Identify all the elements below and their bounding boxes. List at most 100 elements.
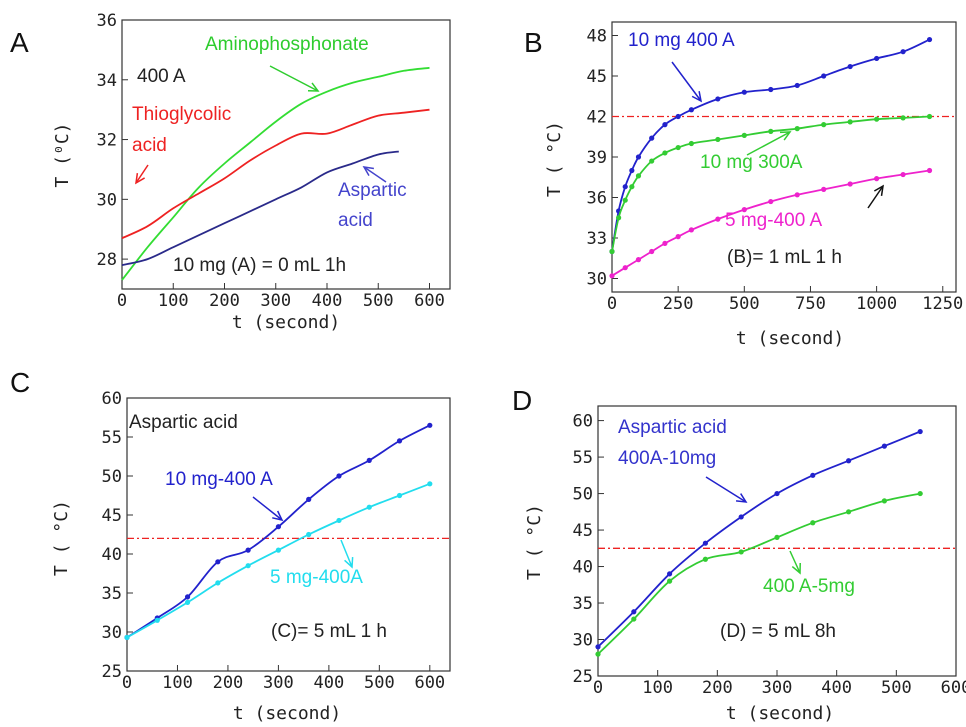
annotation-label: 10 mg 400 A <box>628 30 735 51</box>
data-point-10-mg-300a <box>794 126 800 132</box>
data-point-400a-10mg <box>917 428 923 435</box>
data-point-5-mg-400-a <box>649 248 655 255</box>
data-point-10-mg-300a <box>821 122 827 128</box>
data-point-400-a-5mg <box>846 509 852 515</box>
data-point-5-mg-400-a <box>847 181 853 187</box>
annotation-label: 10 mg (A) = 0 mL 1h <box>173 255 346 276</box>
annotation-arrow-0 <box>671 61 702 102</box>
annotation-arrow-1 <box>135 164 149 184</box>
x-tick-label: 200 <box>209 291 240 311</box>
data-point-10-mg-400-a <box>622 184 628 190</box>
x-tick-label: 500 <box>881 678 912 698</box>
annotation-label: Aspartic <box>338 180 407 201</box>
series-line-aminophosphonate <box>121 66 430 281</box>
data-point-10-mg-300a <box>900 115 906 121</box>
data-point-10-mg-400-a <box>184 594 191 600</box>
x-axis-label: t (second) <box>232 312 340 333</box>
data-point-10-mg-400-a <box>794 82 800 89</box>
data-point-5-mg-400-a <box>794 192 800 198</box>
annotation-arrowhead-0 <box>691 91 703 103</box>
annotation-label: Aspartic acid <box>618 417 727 438</box>
data-point-10-mg-300a <box>715 136 721 143</box>
x-tick-label: 300 <box>762 678 793 698</box>
data-point-10-mg-300a <box>768 128 774 134</box>
annotation-label: 400 A-5mg <box>763 576 855 597</box>
annotation-label: (C)= 5 mL 1 h <box>271 621 387 642</box>
data-point-10-mg-400-a <box>675 113 681 120</box>
data-point-10-mg-300a <box>741 132 747 138</box>
data-point-400-a-5mg <box>738 549 744 555</box>
y-tick-label: 30 <box>573 631 593 651</box>
x-tick-label: 300 <box>263 673 294 693</box>
y-tick-label: 34 <box>97 71 117 91</box>
data-point-5-mg-400a <box>366 504 372 510</box>
y-tick-label: 40 <box>102 545 122 565</box>
y-tick-label: 28 <box>97 250 117 270</box>
y-axis-label: T ( °C) <box>51 500 72 576</box>
data-point-400a-10mg <box>846 458 852 464</box>
data-point-10-mg-400-a <box>635 154 642 160</box>
series-line-10-mg-400-a <box>126 424 431 639</box>
y-tick-label: 30 <box>102 623 122 643</box>
data-point-10-mg-300a <box>629 184 635 190</box>
annotation-label: 5 mg-400 A <box>725 210 822 231</box>
data-point-400a-10mg <box>810 472 816 478</box>
panel-letter: C <box>10 367 30 398</box>
data-point-10-mg-400-a <box>768 86 774 93</box>
data-point-10-mg-300a <box>847 119 853 125</box>
annotation-label: 10 mg-400 A <box>165 469 273 490</box>
data-point-10-mg-300a <box>675 144 681 151</box>
data-point-10-mg-300a <box>649 158 655 164</box>
panel-letter: D <box>512 385 532 416</box>
y-tick-label: 25 <box>102 662 122 682</box>
y-tick-label: 60 <box>102 389 122 409</box>
y-tick-label: 55 <box>573 448 593 468</box>
x-tick-label: 300 <box>260 291 291 311</box>
annotation-arrowhead-1 <box>779 131 792 141</box>
annotation-label: (B)= 1 mL 1 h <box>727 247 842 268</box>
data-point-5-mg-400-a <box>926 167 933 174</box>
y-tick-label: 33 <box>587 229 607 249</box>
data-point-400a-10mg <box>881 443 888 449</box>
annotation-arrowhead-1 <box>135 172 145 185</box>
y-tick-label: 30 <box>97 190 117 210</box>
data-point-10-mg-300a <box>688 140 694 147</box>
annotation-label: Thioglycolic <box>132 104 231 125</box>
annotation-label: Aspartic acid <box>129 412 238 433</box>
x-axis-label: t (second) <box>726 703 834 724</box>
x-axis-label: t (second) <box>736 328 844 349</box>
y-tick-label: 45 <box>587 67 607 87</box>
y-tick-label: 55 <box>102 428 122 448</box>
data-point-10-mg-300a <box>616 215 622 221</box>
data-point-10-mg-400-a <box>715 96 721 102</box>
x-tick-label: 250 <box>663 294 694 314</box>
data-point-5-mg-400-a <box>662 240 668 246</box>
data-point-400a-10mg <box>631 609 637 615</box>
panel-c: C 0 100 200 300 400 500 600 25 30 35 40 45 50 55 60 t (s… <box>10 367 451 724</box>
x-tick-label: 200 <box>213 673 244 693</box>
panel-a: A 0 100 200 300 400 500 600 28 30 32 34 36 t (second)… <box>10 11 451 333</box>
y-tick-label: 35 <box>102 584 122 604</box>
data-point-10-mg-300a <box>622 197 628 203</box>
y-tick-label: 36 <box>587 189 607 209</box>
data-point-5-mg-400-a <box>635 257 642 263</box>
series-line-5-mg-400a <box>126 482 431 639</box>
x-tick-label: 100 <box>158 291 189 311</box>
panel-d: D 0 100 200 300 400 500 600 25 30 35 40 45 50 55 60 t (s… <box>512 385 966 724</box>
data-point-5-mg-400-a <box>622 265 628 271</box>
data-point-5-mg-400a <box>154 617 160 623</box>
annotation-label: 400A-10mg <box>618 448 716 469</box>
annotation-arrowhead-0 <box>272 510 284 522</box>
data-point-400-a-5mg <box>595 651 601 657</box>
data-point-400a-10mg <box>667 571 673 577</box>
data-point-10-mg-300a <box>926 113 933 120</box>
annotation-arrowhead-2 <box>873 184 884 197</box>
data-point-10-mg-400-a <box>336 473 342 479</box>
data-point-5-mg-400a <box>215 580 221 586</box>
x-tick-label: 1250 <box>922 294 963 314</box>
panel-b: B 0 250 500 750 1000 1250 30 33 36 39 42 45 48 t (seco… <box>524 21 963 349</box>
y-tick-label: 45 <box>102 506 122 526</box>
data-point-400-a-5mg <box>810 520 816 526</box>
y-tick-label: 60 <box>573 412 593 432</box>
annotation-label: 10 mg 300A <box>700 152 803 173</box>
